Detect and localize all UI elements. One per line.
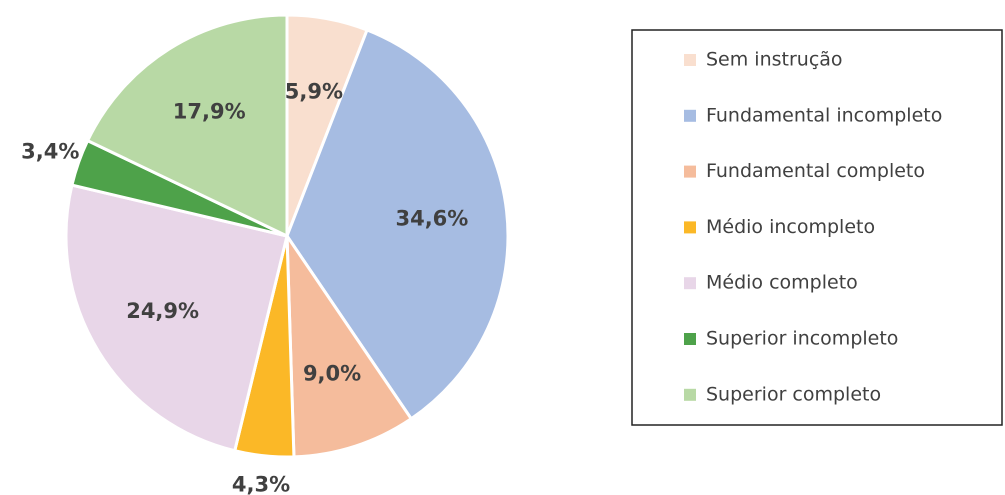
legend-swatch <box>684 333 696 345</box>
legend-label: Médio incompleto <box>706 216 875 238</box>
legend-swatch <box>684 165 696 178</box>
legend-label: Sem instrução <box>706 49 843 71</box>
legend-label: Médio completo <box>706 272 858 294</box>
legend-swatch <box>684 221 696 234</box>
data-label: 5,9% <box>285 80 343 104</box>
legend-swatch <box>684 277 696 290</box>
data-label: 17,9% <box>173 100 246 124</box>
legend-label: Fundamental incompleto <box>706 104 942 126</box>
legend-label: Superior completo <box>706 383 881 405</box>
pie-slice <box>64 183 289 453</box>
pie-slice <box>285 230 414 459</box>
pie-slice <box>285 28 510 421</box>
data-label: 4,3% <box>232 473 290 495</box>
data-label: 3,4% <box>21 139 79 163</box>
legend-label: Fundamental completo <box>706 160 925 182</box>
data-label: 9,0% <box>303 362 361 386</box>
legend-swatch <box>684 54 696 66</box>
legend-label: Superior incompleto <box>706 328 898 350</box>
legend-swatch <box>684 109 696 122</box>
data-label: 24,9% <box>126 299 199 323</box>
pie-slice <box>85 13 289 239</box>
data-label: 34,6% <box>395 207 468 231</box>
legend-swatch <box>684 388 696 401</box>
